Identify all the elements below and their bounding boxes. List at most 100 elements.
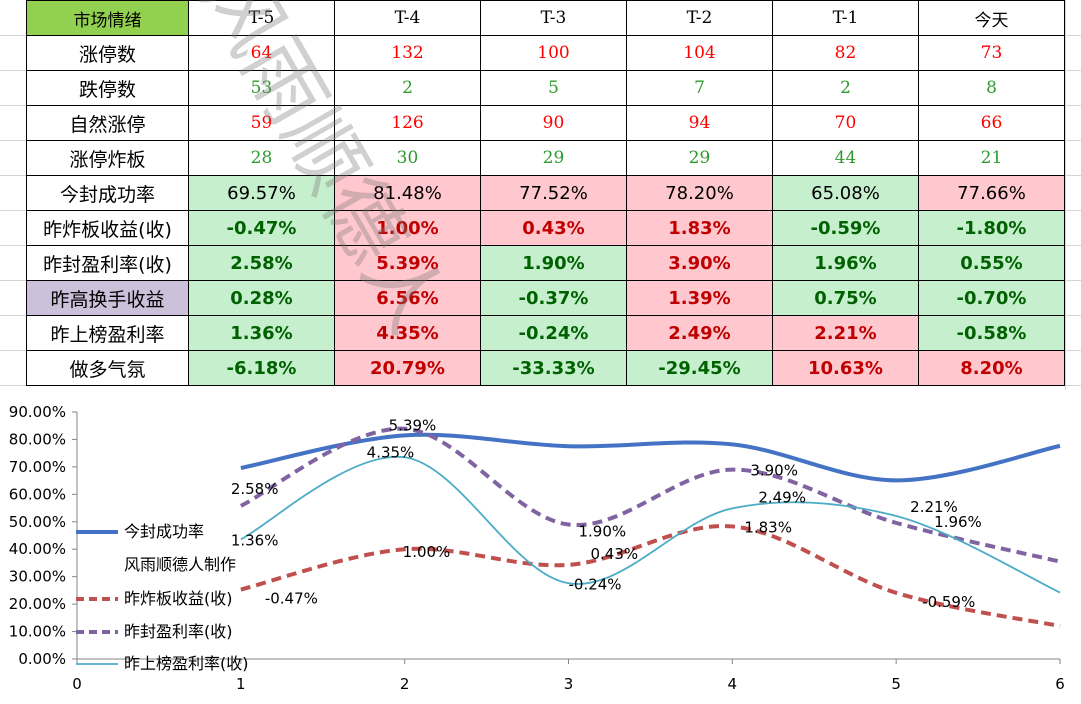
- data-cell[interactable]: 2: [334, 70, 481, 106]
- data-cell[interactable]: 29: [480, 140, 627, 176]
- data-cell[interactable]: 77.66%: [918, 175, 1065, 211]
- data-cell[interactable]: 1.39%: [626, 280, 773, 316]
- data-cell[interactable]: 1.00%: [334, 210, 481, 246]
- table-row: 昨封盈利率(收) 2.58% 5.39% 1.90% 3.90% 1.96% 0.55%: [26, 245, 1065, 281]
- table-row: 昨上榜盈利率 1.36% 4.35% -0.24% 2.49% 2.21% -0.58%: [26, 315, 1065, 351]
- row-label-cell[interactable]: 涨停数: [26, 35, 189, 71]
- gridline: [0, 105, 26, 106]
- data-cell[interactable]: 7: [626, 70, 773, 106]
- table-row: 涨停炸板 28 30 29 29 44 21: [26, 140, 1065, 176]
- data-cell[interactable]: 10.63%: [772, 350, 919, 386]
- data-cell[interactable]: 0.75%: [772, 280, 919, 316]
- data-cell[interactable]: -33.33%: [480, 350, 627, 386]
- data-cell[interactable]: 44: [772, 140, 919, 176]
- data-cell[interactable]: -0.59%: [772, 210, 919, 246]
- data-cell[interactable]: 30: [334, 140, 481, 176]
- data-label: 1.36%: [231, 531, 279, 549]
- header-cell[interactable]: T-1: [772, 0, 919, 36]
- row-label-cell[interactable]: 昨高换手收益: [26, 280, 189, 316]
- gridline: [1066, 140, 1081, 141]
- data-cell[interactable]: 2.49%: [626, 315, 773, 351]
- data-cell[interactable]: 2.21%: [772, 315, 919, 351]
- data-cell[interactable]: 6.56%: [334, 280, 481, 316]
- gridline: [1066, 245, 1081, 246]
- data-cell[interactable]: 8: [918, 70, 1065, 106]
- data-cell[interactable]: 0.55%: [918, 245, 1065, 281]
- data-cell[interactable]: 2: [772, 70, 919, 106]
- y-tick-label: 50.00%: [9, 513, 66, 531]
- data-cell[interactable]: 59: [188, 105, 335, 141]
- table-header-row: 市场情绪 T-5 T-4 T-3 T-2 T-1 今天: [26, 0, 1065, 36]
- row-label-cell[interactable]: 跌停数: [26, 70, 189, 106]
- data-cell[interactable]: -0.24%: [480, 315, 627, 351]
- table-row: 涨停数 64 132 100 104 82 73: [26, 35, 1065, 71]
- data-cell[interactable]: 1.96%: [772, 245, 919, 281]
- data-label: -0.59%: [922, 593, 975, 611]
- data-cell[interactable]: 28: [188, 140, 335, 176]
- row-label-cell[interactable]: 自然涨停: [26, 105, 189, 141]
- header-cell[interactable]: T-2: [626, 0, 773, 36]
- data-label: 4.35%: [367, 443, 415, 461]
- data-cell[interactable]: -29.45%: [626, 350, 773, 386]
- data-cell[interactable]: -0.37%: [480, 280, 627, 316]
- data-label: 5.39%: [389, 417, 437, 435]
- row-label-cell[interactable]: 涨停炸板: [26, 140, 189, 176]
- data-cell[interactable]: -0.47%: [188, 210, 335, 246]
- data-cell[interactable]: 65.08%: [772, 175, 919, 211]
- data-cell[interactable]: 20.79%: [334, 350, 481, 386]
- row-label-cell[interactable]: 昨上榜盈利率: [26, 315, 189, 351]
- data-cell[interactable]: 70: [772, 105, 919, 141]
- row-label-cell[interactable]: 做多气氛: [26, 350, 189, 386]
- row-label-cell[interactable]: 今封成功率: [26, 175, 189, 211]
- data-cell[interactable]: 82: [772, 35, 919, 71]
- header-cell[interactable]: 今天: [918, 0, 1065, 36]
- data-cell[interactable]: 53: [188, 70, 335, 106]
- data-cell[interactable]: -6.18%: [188, 350, 335, 386]
- data-cell[interactable]: 100: [480, 35, 627, 71]
- gridline: [1066, 350, 1081, 351]
- data-cell[interactable]: 5: [480, 70, 627, 106]
- data-cell[interactable]: 94: [626, 105, 773, 141]
- line-chart: 0.00% 10.00% 20.00% 30.00% 40.00% 50.00% 60.00…: [9, 403, 1065, 693]
- data-cell[interactable]: 29: [626, 140, 773, 176]
- x-tick-label: 6: [1055, 675, 1065, 693]
- data-cell[interactable]: 0.43%: [480, 210, 627, 246]
- row-label-cell[interactable]: 昨封盈利率(收): [26, 245, 189, 281]
- data-cell[interactable]: 126: [334, 105, 481, 141]
- data-cell[interactable]: 78.20%: [626, 175, 773, 211]
- data-cell[interactable]: 1.36%: [188, 315, 335, 351]
- y-tick-label: 10.00%: [9, 623, 66, 641]
- header-cell[interactable]: T-3: [480, 0, 627, 36]
- x-tick-label: 5: [891, 675, 901, 693]
- data-cell[interactable]: 77.52%: [480, 175, 627, 211]
- x-tick-label: 3: [564, 675, 574, 693]
- data-cell[interactable]: 1.83%: [626, 210, 773, 246]
- data-cell[interactable]: 3.90%: [626, 245, 773, 281]
- data-cell[interactable]: -1.80%: [918, 210, 1065, 246]
- header-cell[interactable]: T-4: [334, 0, 481, 36]
- header-title-cell[interactable]: 市场情绪: [26, 0, 189, 36]
- data-cell[interactable]: 73: [918, 35, 1065, 71]
- x-tick-label: 2: [400, 675, 410, 693]
- data-cell[interactable]: 8.20%: [918, 350, 1065, 386]
- data-label: 2.58%: [231, 480, 279, 498]
- data-cell[interactable]: 66: [918, 105, 1065, 141]
- x-tick-label: 4: [728, 675, 738, 693]
- row-label-cell[interactable]: 昨炸板收益(收): [26, 210, 189, 246]
- data-cell[interactable]: 69.57%: [188, 175, 335, 211]
- data-cell[interactable]: 132: [334, 35, 481, 71]
- data-cell[interactable]: 90: [480, 105, 627, 141]
- data-cell[interactable]: 0.28%: [188, 280, 335, 316]
- y-tick-label: 40.00%: [9, 540, 66, 558]
- data-cell[interactable]: 1.90%: [480, 245, 627, 281]
- x-tick-label: 0: [72, 675, 82, 693]
- data-cell[interactable]: -0.58%: [918, 315, 1065, 351]
- data-cell[interactable]: 104: [626, 35, 773, 71]
- data-cell[interactable]: 2.58%: [188, 245, 335, 281]
- data-cell[interactable]: 4.35%: [334, 315, 481, 351]
- data-cell[interactable]: 21: [918, 140, 1065, 176]
- data-cell[interactable]: -0.70%: [918, 280, 1065, 316]
- data-cell[interactable]: 81.48%: [334, 175, 481, 211]
- data-label: 3.90%: [750, 462, 798, 480]
- table-row: 今封成功率 69.57% 81.48% 77.52% 78.20% 65.08% 77.66…: [26, 175, 1065, 211]
